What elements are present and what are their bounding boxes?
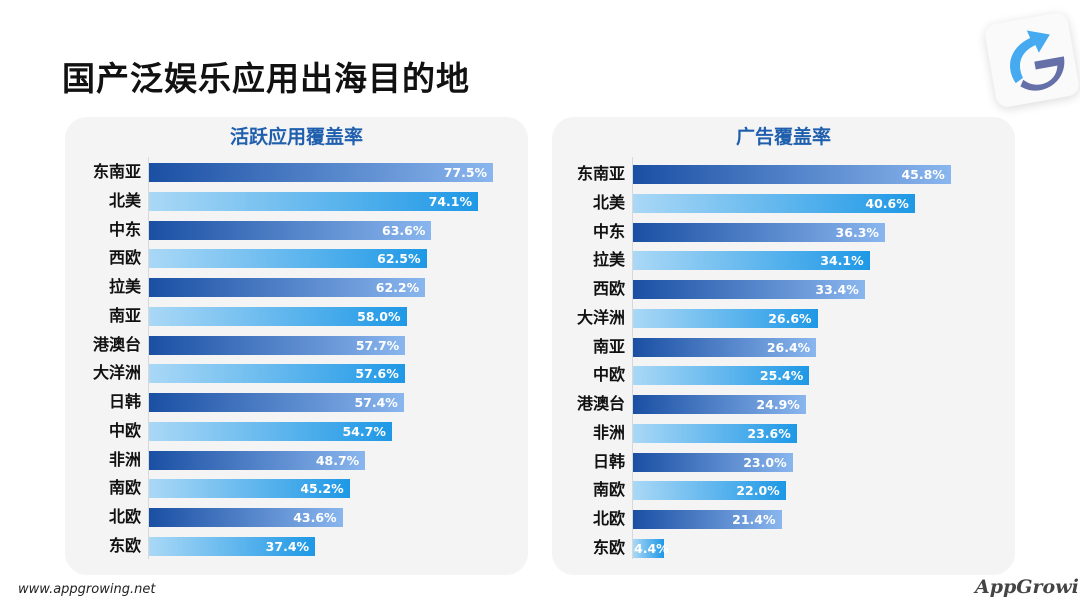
- page-title: 国产泛娱乐应用出海目的地: [62, 59, 470, 98]
- category-label: 日韩: [592, 451, 625, 471]
- data-label: 45.8%: [901, 167, 945, 182]
- data-label: 57.7%: [355, 337, 400, 353]
- bar: [633, 308, 818, 328]
- data-label: 23.6%: [747, 425, 791, 441]
- bar: [149, 479, 350, 499]
- category-label: 中欧: [108, 420, 141, 440]
- bar: [633, 193, 915, 213]
- data-label: 40.6%: [865, 195, 909, 211]
- bar: [149, 306, 407, 326]
- category-label: 拉美: [108, 277, 141, 296]
- bar: [633, 165, 951, 184]
- data-label: 33.4%: [815, 282, 859, 297]
- category-label: 北欧: [108, 507, 141, 526]
- category-label: 大洋洲: [576, 307, 625, 327]
- bar: [149, 191, 478, 211]
- data-label: 57.6%: [355, 366, 399, 382]
- appgrowing-logo-icon: [983, 11, 1080, 109]
- category-label: 东欧: [592, 537, 625, 557]
- bar: [149, 421, 392, 441]
- data-label: 48.7%: [315, 452, 360, 468]
- category-label: 南亚: [108, 305, 141, 325]
- active-app-coverage-chart: 活跃应用覆盖率 东南亚 77.5% 北美 74.1% 中东 63.6% 西欧 62.5% 拉美 6…: [65, 117, 528, 575]
- bar: [633, 538, 664, 558]
- data-label: 22.0%: [736, 483, 780, 499]
- bar: [633, 251, 870, 271]
- category-label: 日韩: [108, 392, 141, 411]
- data-label: 21.4%: [732, 512, 776, 527]
- category-label: 非洲: [592, 422, 625, 442]
- bar: [633, 510, 782, 529]
- category-label: 非洲: [108, 449, 141, 469]
- y-axis-line: [148, 157, 149, 559]
- brand-name: AppGrowing: [975, 576, 1080, 598]
- data-label: 58.0%: [357, 308, 401, 324]
- category-label: 东南亚: [576, 164, 625, 183]
- bar: [149, 508, 343, 527]
- bar: [633, 222, 885, 242]
- data-label: 45.2%: [300, 481, 344, 497]
- footer-url[interactable]: www.appgrowing.net: [18, 582, 156, 597]
- category-label: 西欧: [592, 279, 625, 298]
- data-label: 63.6%: [382, 222, 426, 238]
- bar: [633, 395, 806, 414]
- bar: [633, 481, 786, 501]
- category-label: 拉美: [592, 250, 625, 270]
- data-label: 23.0%: [743, 454, 787, 470]
- category-label: 南欧: [108, 478, 141, 498]
- bar: [149, 393, 404, 412]
- bar: [149, 163, 494, 182]
- chart-title: 活跃应用覆盖率: [229, 126, 363, 148]
- category-label: 南亚: [592, 336, 625, 356]
- bar: [149, 450, 366, 470]
- data-label: 54.7%: [342, 423, 386, 439]
- category-label: 港澳台: [576, 394, 625, 413]
- data-label: 34.1%: [820, 253, 864, 269]
- bar: [149, 249, 427, 269]
- chart-title: 广告覆盖率: [735, 126, 831, 148]
- category-label: 东南亚: [92, 162, 141, 181]
- bar: [633, 452, 793, 472]
- data-label: 25.4%: [759, 368, 804, 384]
- data-label: 62.2%: [375, 280, 420, 295]
- y-axis-line: [632, 157, 633, 559]
- bar: [149, 536, 316, 556]
- category-label: 北美: [108, 190, 141, 210]
- category-label: 南欧: [592, 480, 625, 500]
- data-label: 24.9%: [756, 397, 800, 412]
- bar: [633, 337, 817, 357]
- data-label: 74.1%: [428, 193, 472, 209]
- data-label: 36.3%: [835, 224, 879, 240]
- bar: [633, 366, 810, 386]
- data-label: 77.5%: [443, 165, 488, 180]
- brand-logo: AppGrowing: [975, 576, 1080, 598]
- data-label: 26.4%: [766, 339, 811, 355]
- bar: [633, 280, 865, 299]
- ad-coverage-chart: 广告覆盖率 东南亚 45.8% 北美 40.6% 中东 36.3% 拉美 34.1% 西欧 33.…: [552, 117, 1015, 575]
- data-label: 4.4%: [634, 540, 669, 556]
- data-label: 26.6%: [768, 310, 812, 326]
- category-label: 中东: [108, 219, 141, 239]
- data-label: 62.5%: [377, 251, 421, 267]
- data-label: 37.4%: [265, 538, 310, 554]
- category-label: 中东: [592, 221, 625, 241]
- bar: [149, 364, 405, 384]
- category-label: 北欧: [592, 509, 625, 528]
- bar: [149, 278, 426, 297]
- category-label: 大洋洲: [92, 363, 141, 383]
- category-label: 中欧: [592, 365, 625, 385]
- data-label: 57.4%: [354, 395, 398, 410]
- category-label: 西欧: [108, 248, 141, 268]
- bar: [633, 423, 797, 443]
- data-label: 43.6%: [293, 510, 337, 525]
- category-label: 北美: [592, 192, 625, 212]
- category-label: 东欧: [108, 535, 141, 555]
- bar: [149, 335, 406, 355]
- bar: [149, 220, 432, 240]
- category-label: 港澳台: [92, 334, 141, 354]
